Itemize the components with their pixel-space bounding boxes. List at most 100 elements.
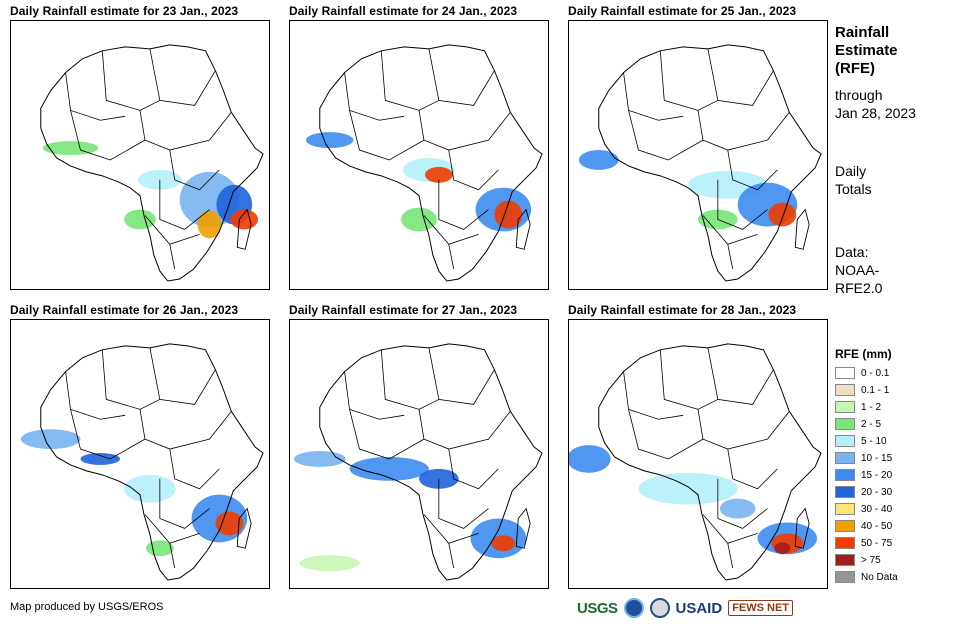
country-border xyxy=(448,244,455,270)
side-heading-line: Rainfall xyxy=(835,24,890,41)
country-border xyxy=(349,110,425,161)
panel-title: Daily Rainfall estimate for 27 Jan., 202… xyxy=(289,303,518,317)
legend-item: > 75 xyxy=(835,553,881,567)
legend-swatch xyxy=(835,537,855,549)
rainfall-area xyxy=(124,209,156,230)
rainfall-area xyxy=(401,207,437,232)
rainfall-area xyxy=(719,498,756,519)
country-border xyxy=(659,50,719,111)
country-border xyxy=(380,349,440,410)
country-border xyxy=(159,478,210,529)
rainfall-area xyxy=(419,468,459,489)
panel-title: Daily Rainfall estimate for 24 Jan., 202… xyxy=(289,4,518,18)
map xyxy=(289,319,549,589)
usaid-logo: USAID xyxy=(675,599,723,617)
side-heading-line: Estimate xyxy=(835,42,898,59)
rainfall-area xyxy=(569,445,611,473)
madagascar-outline xyxy=(236,208,252,250)
rainfall-area xyxy=(124,474,176,503)
side-totals: Daily Totals xyxy=(835,162,872,198)
country-border xyxy=(149,347,216,405)
legend-swatch xyxy=(835,384,855,396)
legend-swatch xyxy=(835,571,855,583)
africa-map xyxy=(569,343,822,581)
panel-title: Daily Rainfall estimate for 25 Jan., 202… xyxy=(568,4,797,18)
map-panel-24: Daily Rainfall estimate for 24 Jan., 202… xyxy=(289,4,549,290)
legend-label: 5 - 10 xyxy=(861,435,887,447)
noaa-logo-icon xyxy=(623,598,644,618)
continent-outline xyxy=(598,343,822,581)
rainfall-area xyxy=(145,540,174,557)
country-border xyxy=(65,72,126,121)
country-border xyxy=(380,50,440,111)
country-border xyxy=(707,48,774,106)
legend-label: 50 - 75 xyxy=(861,537,893,549)
legend-swatch xyxy=(835,418,855,430)
legend-label: 10 - 15 xyxy=(861,452,893,464)
rainfall-area xyxy=(578,150,619,170)
country-border xyxy=(144,514,200,544)
legend-label: > 75 xyxy=(861,554,881,566)
rainfall-area xyxy=(299,555,360,572)
country-border xyxy=(727,149,778,191)
rainfall-area xyxy=(424,166,453,183)
side-data-line: NOAA- xyxy=(835,262,880,278)
legend-item: No Data xyxy=(835,570,898,584)
country-border xyxy=(70,110,146,161)
country-border xyxy=(423,514,479,544)
country-border xyxy=(139,409,232,450)
side-data-source: Data: NOAA- RFE2.0 xyxy=(835,243,882,297)
country-border xyxy=(101,50,161,111)
country-border xyxy=(149,48,216,106)
africa-map xyxy=(293,343,543,581)
rainfall-area xyxy=(349,456,429,481)
rainfall-area xyxy=(215,511,244,536)
country-border xyxy=(628,409,704,460)
legend-swatch xyxy=(835,469,855,481)
madagascar-outline xyxy=(794,507,810,549)
country-border xyxy=(659,349,719,410)
country-border xyxy=(428,347,495,405)
legend-item: 50 - 75 xyxy=(835,536,892,550)
country-border xyxy=(623,371,684,420)
legend-item: 1 - 2 xyxy=(835,400,881,414)
madagascar-outline xyxy=(515,507,531,549)
legend-label: 15 - 20 xyxy=(861,469,893,481)
country-border xyxy=(448,448,499,490)
country-border xyxy=(717,478,768,529)
country-border xyxy=(159,179,210,230)
fews-net-logo: FEWS NET xyxy=(728,600,794,616)
country-border xyxy=(438,179,489,230)
country-border xyxy=(727,244,734,270)
country-border xyxy=(438,478,489,529)
legend-item: 40 - 50 xyxy=(835,519,892,533)
legend-swatch xyxy=(835,554,855,566)
map xyxy=(568,20,828,290)
side-heading: Rainfall Estimate (RFE) xyxy=(835,24,898,78)
madagascar-outline xyxy=(515,208,531,250)
country-border xyxy=(727,543,734,569)
side-data-line: RFE2.0 xyxy=(835,280,883,296)
legend-label: 0.1 - 1 xyxy=(861,384,890,396)
rainfall-area xyxy=(638,472,738,505)
seal-logo-icon xyxy=(649,598,670,618)
legend-label: 40 - 50 xyxy=(861,520,893,532)
country-border xyxy=(169,244,176,270)
country-border xyxy=(349,409,425,460)
country-border xyxy=(717,179,768,230)
continent-outline xyxy=(319,44,543,282)
country-border xyxy=(448,149,499,191)
rainfall-area xyxy=(494,200,523,229)
country-border xyxy=(65,371,126,420)
map-panel-25: Daily Rainfall estimate for 25 Jan., 202… xyxy=(568,4,828,290)
country-border xyxy=(344,371,405,420)
continent-outline xyxy=(319,343,543,581)
country-border xyxy=(448,543,455,569)
rainfall-area xyxy=(20,429,81,450)
rainfall-area xyxy=(230,209,259,230)
side-through: through xyxy=(835,87,883,103)
legend-label: 2 - 5 xyxy=(861,418,882,430)
rainfall-area xyxy=(305,132,354,149)
legend-label: 1 - 2 xyxy=(861,401,882,413)
rainfall-area xyxy=(293,451,346,467)
